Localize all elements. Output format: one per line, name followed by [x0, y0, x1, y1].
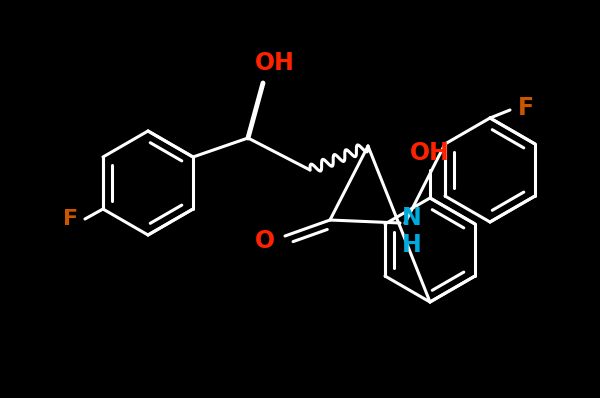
Text: N: N	[402, 206, 422, 230]
Text: F: F	[518, 96, 534, 120]
Text: OH: OH	[410, 141, 450, 165]
Text: F: F	[64, 209, 79, 229]
Text: H: H	[402, 233, 422, 257]
Text: OH: OH	[255, 51, 295, 75]
Text: O: O	[255, 229, 275, 253]
